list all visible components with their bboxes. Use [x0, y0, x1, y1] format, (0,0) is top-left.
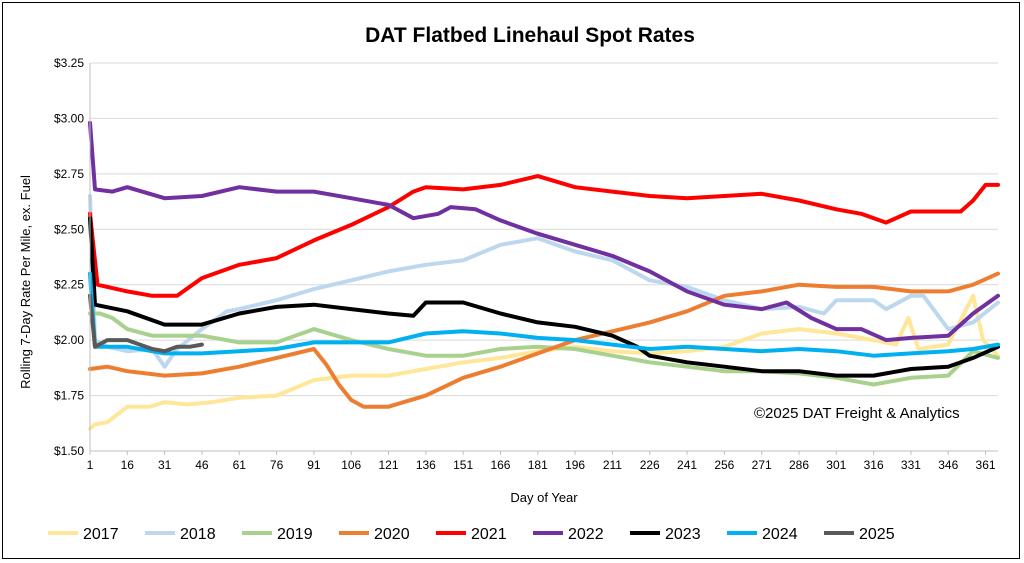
- series-line-2021: [88, 174, 1000, 298]
- legend-item-2018: 2018: [145, 526, 216, 543]
- legend-label: 2021: [471, 526, 507, 543]
- legend-item-2022: 2022: [533, 526, 604, 543]
- series-line-2020: [88, 271, 1000, 409]
- x-tick-label: 331: [901, 458, 921, 472]
- x-tick-label: 241: [677, 458, 697, 472]
- x-tick-label: 61: [233, 458, 247, 472]
- series-line-2019: [88, 311, 1000, 387]
- legend: 2017 2018 2019 2020 2021 2022 2023 2024 2025: [48, 526, 895, 543]
- x-tick-label: 361: [976, 458, 996, 472]
- x-tick-label: 91: [307, 458, 321, 472]
- x-axis-label: Day of Year: [510, 490, 578, 505]
- y-tick-label: $2.50: [54, 222, 84, 236]
- x-tick-label: 1: [87, 458, 94, 472]
- legend-label: 2017: [83, 526, 119, 543]
- legend-label: 2018: [180, 526, 216, 543]
- x-tick-label: 121: [379, 458, 399, 472]
- x-tick-label: 166: [490, 458, 510, 472]
- y-tick-labels: $1.50 $1.75 $2.00 $2.25 $2.50 $2.75 $3.00 $3.25: [54, 56, 84, 458]
- x-tick-label: 151: [453, 458, 473, 472]
- x-tick-label: 16: [121, 458, 135, 472]
- series-line-2025: [88, 293, 204, 354]
- y-tick-label: $2.00: [54, 333, 84, 347]
- legend-label: 2024: [762, 526, 798, 543]
- legend-label: 2025: [859, 526, 895, 543]
- x-tick-label: 136: [416, 458, 436, 472]
- y-tick-label: $1.50: [54, 444, 84, 458]
- grid-lines: [90, 62, 998, 397]
- legend-item-2023: 2023: [630, 526, 701, 543]
- legend-label: 2023: [665, 526, 701, 543]
- x-tick-label: 211: [603, 458, 622, 472]
- chart-title: DAT Flatbed Linehaul Spot Rates: [365, 24, 695, 47]
- axes: [89, 63, 998, 455]
- series-line-2024: [88, 271, 1000, 358]
- y-tick-label: $3.25: [54, 56, 84, 70]
- series-line-2022: [88, 120, 1000, 343]
- legend-label: 2020: [374, 526, 410, 543]
- legend-item-2025: 2025: [824, 526, 895, 543]
- x-tick-label: 301: [826, 458, 846, 472]
- x-tick-label: 226: [640, 458, 660, 472]
- x-tick-label: 46: [195, 458, 209, 472]
- series-line-2017: [88, 293, 1000, 431]
- y-tick-label: $2.75: [54, 167, 84, 181]
- x-tick-label: 316: [864, 458, 884, 472]
- legend-label: 2019: [277, 526, 313, 543]
- x-tick-label: 181: [528, 458, 548, 472]
- legend-item-2024: 2024: [727, 526, 798, 543]
- x-tick-label: 196: [565, 458, 585, 472]
- legend-item-2019: 2019: [242, 526, 313, 543]
- legend-item-2021: 2021: [436, 526, 507, 543]
- legend-label: 2022: [568, 526, 604, 543]
- x-tick-label: 106: [341, 458, 361, 472]
- series-line-2023: [88, 216, 1000, 378]
- x-tick-label: 256: [714, 458, 734, 472]
- y-tick-label: $3.00: [54, 111, 84, 125]
- x-tick-label: 76: [270, 458, 284, 472]
- y-axis-label: Rolling 7-Day Rate Per Mile, ex. Fuel: [18, 175, 33, 389]
- series-line-2018: [88, 194, 1000, 369]
- x-tick-labels: 1 16 31 46 61 76 91 106 121 136 151 166 181 196 211 226…: [87, 458, 996, 472]
- series-lines: [88, 120, 1000, 431]
- legend-item-2020: 2020: [339, 526, 410, 543]
- x-tick-label: 286: [789, 458, 809, 472]
- copyright-annotation: ©2025 DAT Freight & Analytics: [754, 405, 960, 422]
- x-tick-label: 31: [158, 458, 172, 472]
- x-tick-label: 346: [938, 458, 958, 472]
- x-tick-label: 271: [752, 458, 772, 472]
- y-tick-label: $1.75: [54, 389, 84, 403]
- y-tick-label: $2.25: [54, 278, 84, 292]
- legend-item-2017: 2017: [48, 526, 119, 543]
